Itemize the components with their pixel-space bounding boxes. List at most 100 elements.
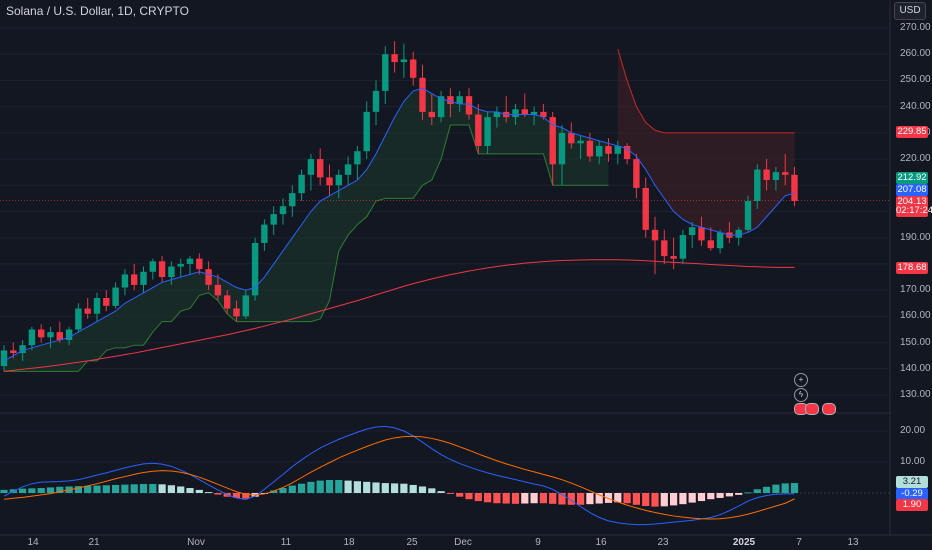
candle-body xyxy=(465,96,473,115)
candle-body xyxy=(754,169,761,202)
macd-histogram-bar xyxy=(177,486,185,493)
macd-histogram-bar xyxy=(474,493,482,502)
candle-body xyxy=(289,193,296,207)
price-axis-tick: 160.00 xyxy=(900,310,931,322)
date-axis-tick: 25 xyxy=(406,537,418,548)
macd-histogram-bar xyxy=(37,488,45,493)
date-axis-tick: 2025 xyxy=(732,537,756,548)
macd-histogram-bar xyxy=(195,489,203,493)
candle-body xyxy=(456,96,463,105)
macd-histogram-bar xyxy=(781,483,789,493)
candle-body xyxy=(326,177,333,186)
candle-body xyxy=(158,261,166,278)
macd-histogram-bar xyxy=(381,483,389,493)
candle-body xyxy=(317,159,324,178)
macd-histogram-bar xyxy=(614,493,622,503)
price-axis-tick: 140.00 xyxy=(900,362,931,374)
candle-body xyxy=(549,117,556,165)
macd-histogram-bar xyxy=(19,488,27,493)
date-axis-tick: Nov xyxy=(187,537,205,548)
candle-body xyxy=(307,159,315,175)
candle-body xyxy=(763,169,770,181)
macd-histogram-bar xyxy=(139,484,148,493)
macd-histogram-bar xyxy=(353,481,361,493)
candle-body xyxy=(484,117,491,146)
candle-body xyxy=(707,240,714,249)
date-axis-tick: 21 xyxy=(88,537,100,548)
candle-body xyxy=(363,111,370,152)
macd-histogram-bar xyxy=(316,480,324,493)
macd-histogram-bar xyxy=(363,481,371,493)
date-axis-tick: 16 xyxy=(595,537,607,548)
slow-moving-average xyxy=(3,259,795,372)
candle-body xyxy=(251,242,259,296)
price-axis-label: 212.92 xyxy=(896,172,928,184)
macd-histogram-bar xyxy=(121,484,129,493)
macd-histogram-bar xyxy=(186,488,194,493)
macd-histogram-bar xyxy=(670,493,678,506)
macd-histogram-bar xyxy=(232,493,241,498)
macd-histogram-bar xyxy=(167,485,175,493)
trend-cloud-red xyxy=(617,48,795,236)
date-axis-tick: 7 xyxy=(796,537,802,548)
macd-histogram-bar xyxy=(102,485,110,493)
macd-histogram-bar xyxy=(763,486,771,493)
price-axis-label: 02:17:24 xyxy=(896,205,932,217)
macd-histogram-bar xyxy=(74,486,82,493)
macd-histogram-bar xyxy=(688,493,696,503)
macd-histogram-bar xyxy=(437,491,445,493)
candle-body xyxy=(540,111,547,118)
macd-histogram-bar xyxy=(400,483,408,493)
price-axis-tick: 150.00 xyxy=(900,336,931,348)
candle-body xyxy=(279,206,287,215)
macd-histogram-bar xyxy=(242,493,250,499)
candle-body xyxy=(19,345,26,354)
candle-body xyxy=(698,227,705,241)
macd-histogram-bar xyxy=(725,493,733,497)
macd-histogram-bar xyxy=(735,493,743,495)
candle-body xyxy=(224,295,231,309)
macd-histogram-bar xyxy=(502,493,510,504)
macd-histogram-bar xyxy=(56,486,64,493)
lightning-icon[interactable]: ϟ xyxy=(794,388,808,402)
macd-histogram-bar xyxy=(205,492,213,494)
candle-body xyxy=(782,172,789,175)
candle-body xyxy=(382,54,389,91)
macd-histogram-bar xyxy=(790,483,799,493)
macd-histogram-bar xyxy=(586,493,594,505)
candle-body xyxy=(568,132,575,144)
macd-histogram-bar xyxy=(651,493,659,507)
event-icon[interactable] xyxy=(822,403,836,415)
macd-histogram-bar xyxy=(409,484,417,493)
macd-histogram-bar xyxy=(484,493,492,503)
macd-histogram-bar xyxy=(511,493,520,504)
trend-cloud-upper-line xyxy=(617,48,795,134)
candle-body xyxy=(558,132,566,165)
macd-histogram-bar xyxy=(716,493,724,498)
price-axis-tick: 130.00 xyxy=(900,389,931,400)
plus-icon[interactable]: + xyxy=(794,373,808,387)
candle-body xyxy=(391,54,398,63)
candle-body xyxy=(205,269,212,285)
date-axis-tick: 18 xyxy=(343,537,355,548)
macd-histogram-bar xyxy=(279,488,287,493)
macd-histogram-bar xyxy=(391,483,399,493)
event-icon[interactable] xyxy=(805,403,819,415)
candle-body xyxy=(149,261,156,272)
price-axis-tick: 240.00 xyxy=(900,100,931,112)
fast-moving-average xyxy=(3,87,795,362)
price-axis-label: 229.85 xyxy=(896,126,928,138)
currency-button[interactable]: USD xyxy=(894,2,926,20)
candle-body xyxy=(0,350,8,367)
candle-body xyxy=(633,159,640,188)
price-axis-tick: 260.00 xyxy=(900,48,931,60)
candle-body xyxy=(744,201,752,230)
macd-histogram-bar xyxy=(149,484,157,493)
macd-histogram-bar xyxy=(456,493,464,497)
candle-body xyxy=(521,109,528,115)
symbol-title[interactable]: Solana / U.S. Dollar, 1D, CRYPTO xyxy=(6,4,189,18)
macd-histogram-bar xyxy=(642,493,650,507)
candle-body xyxy=(56,332,63,340)
